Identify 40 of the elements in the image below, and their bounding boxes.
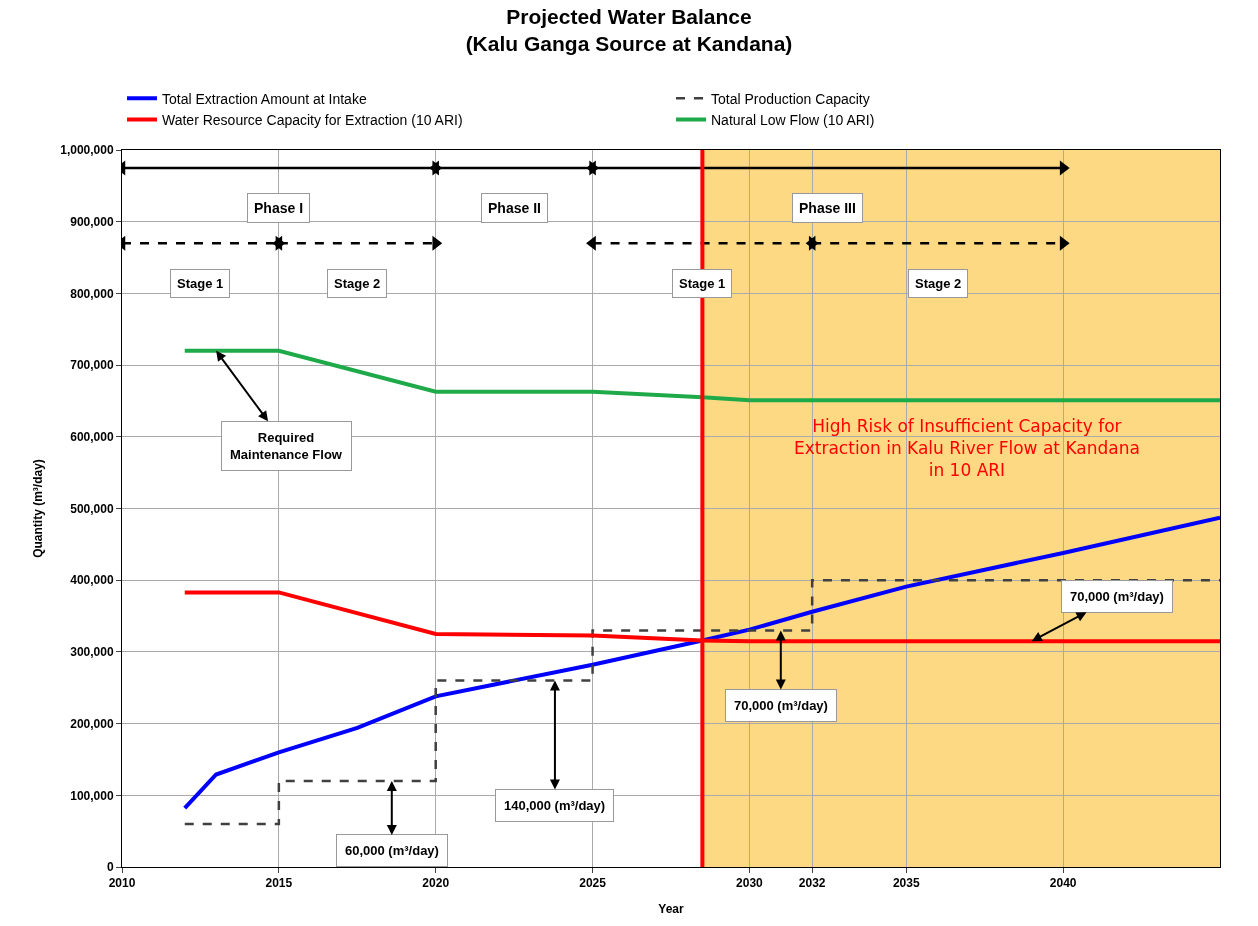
annotation: Required Maintenance Flow	[230, 430, 343, 462]
annotation: 140,000 (m³/day)	[504, 798, 606, 813]
annotation: 70,000 (m³/day)	[1070, 589, 1164, 604]
annotation: Phase II	[488, 200, 541, 216]
annotation: Phase III	[799, 200, 856, 216]
annotation: Stage 1	[177, 276, 224, 291]
x-tick-label: 2025	[579, 876, 607, 891]
y-tick-label: 900,000	[70, 214, 114, 229]
y-tick-label: 200,000	[70, 716, 114, 731]
y-tick-label: 800,000	[70, 286, 114, 301]
legend-label: Total Production Capacity	[711, 90, 870, 107]
x-tick-label: 2035	[892, 876, 920, 891]
legend-label: Natural Low Flow (10 ARI)	[711, 111, 875, 128]
chart-subtitle: (Kalu Ganga Source at Kandana)	[465, 32, 793, 56]
x-tick-label: 2032	[798, 876, 826, 891]
x-tick-label: 2030	[736, 876, 764, 891]
y-tick-label: 500,000	[70, 501, 114, 516]
annotation: High Risk of Insufficient Capacity for Extraction in Kalu River Flow at Kandana in 10 ARI	[794, 416, 1140, 481]
annotation: 70,000 (m³/day)	[734, 698, 828, 713]
legend-label: Water Resource Capacity for Extraction (10 ARI)	[162, 111, 463, 128]
x-tick-label: 2010	[108, 876, 136, 891]
legend-label: Total Extraction Amount at Intake	[162, 90, 367, 107]
y-tick-label: 300,000	[70, 645, 114, 660]
annotation: Stage 2	[334, 276, 381, 291]
y-tick-label: 400,000	[70, 573, 114, 588]
chart-title: Projected Water Balance	[506, 5, 752, 29]
y-tick-label: 1,000,000	[60, 143, 114, 158]
x-tick-label: 2040	[1049, 876, 1077, 891]
y-tick-label: 100,000	[70, 788, 114, 803]
y-tick-label: 0	[106, 860, 114, 875]
x-tick-label: 2020	[422, 876, 450, 891]
annotation: Stage 1	[679, 276, 726, 291]
x-axis-title: Year	[658, 902, 685, 917]
annotation: 60,000 (m³/day)	[345, 843, 439, 858]
annotation: Stage 2	[915, 276, 962, 291]
x-tick-label: 2015	[265, 876, 293, 891]
y-tick-label: 600,000	[70, 430, 114, 444]
y-axis-title: Quantity (m³/day)	[30, 459, 45, 558]
y-tick-label: 700,000	[70, 358, 114, 373]
annotation: Phase I	[254, 200, 304, 216]
